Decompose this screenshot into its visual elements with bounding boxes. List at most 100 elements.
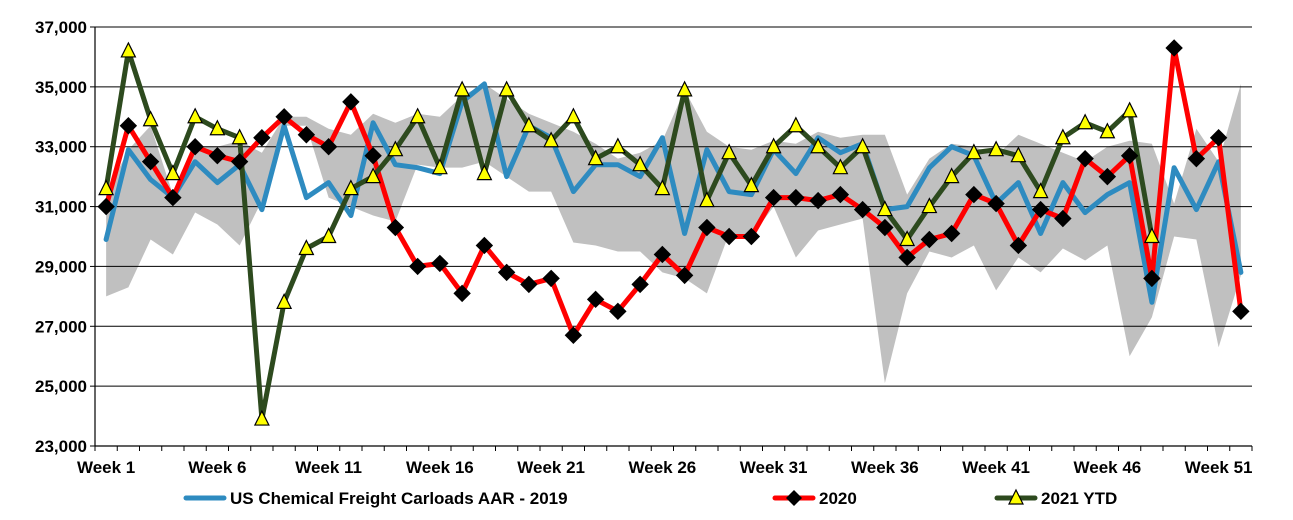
x-axis-labels: Week 1 Week 6 Week 11 Week 16 Week 21 Week 26…	[77, 458, 1253, 477]
y-tick-label: 37,000	[35, 18, 87, 37]
point-2021	[721, 143, 738, 160]
point-2020	[386, 218, 405, 237]
point-2021	[409, 107, 426, 124]
point-2020	[164, 188, 182, 207]
point-2021	[1032, 182, 1049, 199]
point-2021	[365, 167, 382, 184]
point-2020	[431, 254, 449, 273]
legend-label-1: 2020	[819, 489, 857, 508]
point-2020	[119, 117, 138, 135]
point-2020	[342, 93, 360, 111]
x-tick-label: Week 21	[517, 458, 585, 477]
legend-marker-2021	[1008, 488, 1024, 505]
y-tick-label: 33,000	[35, 138, 87, 157]
point-2021	[320, 227, 337, 244]
point-2020	[1120, 146, 1139, 165]
point-2020	[1187, 149, 1206, 168]
point-2021	[298, 239, 315, 256]
point-2020	[364, 146, 382, 165]
point-2021	[520, 116, 537, 133]
point-2021	[988, 140, 1005, 157]
point-2021	[943, 167, 960, 184]
point-2020	[987, 194, 1005, 213]
x-tick-label: Week 16	[406, 458, 474, 477]
point-2021	[765, 137, 782, 154]
point-2021	[187, 107, 204, 124]
x-tick-label: Week 46	[1074, 458, 1142, 477]
legend-marker-2020	[786, 490, 802, 506]
point-2020	[208, 146, 227, 165]
point-2021	[454, 80, 471, 97]
point-2020	[1031, 200, 1050, 219]
y-tick-label: 27,000	[35, 317, 87, 336]
y-tick-label: 31,000	[35, 198, 87, 217]
axes	[90, 26, 1253, 451]
point-2020	[898, 248, 916, 267]
point-2021	[231, 128, 248, 145]
point-2021	[1143, 227, 1160, 244]
point-2021	[632, 155, 649, 172]
point-2020	[653, 245, 672, 264]
point-2020	[876, 218, 894, 237]
point-2020	[1009, 236, 1028, 255]
point-2020	[942, 224, 961, 243]
series-markers	[97, 39, 1250, 426]
point-2020	[564, 326, 583, 344]
point-2021	[565, 107, 582, 124]
x-tick-label: Week 51	[1185, 458, 1253, 477]
point-2020	[631, 275, 649, 294]
point-2020	[1165, 39, 1183, 57]
point-2021	[854, 137, 871, 154]
point-2021	[142, 110, 159, 127]
y-tick-label: 23,000	[35, 437, 87, 456]
point-2021	[387, 140, 404, 157]
x-tick-label: Week 31	[740, 458, 808, 477]
point-2020	[1076, 149, 1094, 168]
point-2020	[497, 263, 516, 282]
point-2020	[965, 185, 983, 204]
point-2020	[1209, 129, 1228, 147]
y-axis-labels: 23,000 25,000 27,000 29,000 31,000 33,000 35,0…	[35, 18, 87, 456]
point-2021	[164, 164, 181, 181]
point-2020	[230, 152, 249, 171]
y-tick-label: 29,000	[35, 257, 87, 276]
point-2020	[253, 129, 271, 147]
point-2021	[98, 179, 115, 196]
legend-label-0: US Chemical Freight Carloads AAR - 2019	[230, 489, 568, 508]
point-2021	[965, 143, 982, 160]
point-2020	[1054, 209, 1072, 228]
point-2021	[209, 119, 226, 136]
point-2020	[1232, 302, 1250, 321]
point-2020	[675, 266, 694, 285]
point-2020	[319, 138, 338, 156]
point-2021	[876, 200, 893, 217]
point-2021	[787, 116, 804, 133]
point-2021	[276, 293, 293, 309]
point-2020	[698, 218, 716, 237]
point-2021	[698, 191, 715, 208]
point-2021	[921, 197, 938, 214]
point-2020	[586, 290, 605, 309]
point-2020	[141, 152, 160, 171]
point-2020	[408, 257, 427, 276]
x-tick-label: Week 26	[629, 458, 697, 477]
point-2021	[832, 158, 849, 175]
point-2020	[742, 227, 761, 246]
point-2021	[253, 409, 270, 426]
point-2021	[1099, 122, 1116, 139]
point-2021	[654, 179, 671, 196]
point-2020	[764, 188, 783, 207]
point-2020	[275, 108, 293, 126]
y-tick-label: 35,000	[35, 78, 87, 97]
point-2021	[543, 131, 560, 148]
point-2020	[809, 191, 827, 210]
x-tick-label: Week 1	[77, 458, 135, 477]
point-2020	[853, 200, 872, 219]
y-tick-label: 25,000	[35, 377, 87, 396]
point-2020	[720, 227, 738, 246]
point-2020	[297, 126, 316, 144]
point-2021	[1010, 146, 1027, 163]
point-2021	[1121, 101, 1138, 118]
point-2021	[431, 158, 448, 175]
